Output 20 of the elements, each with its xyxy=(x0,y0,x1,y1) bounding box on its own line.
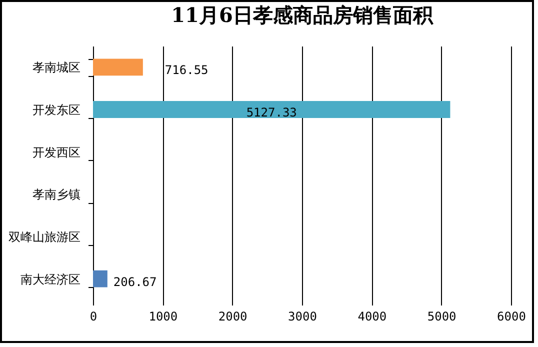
y-tick-label: 南大经济区 xyxy=(20,272,80,286)
y-tick-label: 双峰山旅游区 xyxy=(8,230,80,244)
y-tick-label: 孝南乡镇 xyxy=(32,188,80,202)
data-label: 206.67 xyxy=(113,274,157,289)
bar xyxy=(93,58,143,76)
y-tick-label: 孝南城区 xyxy=(32,60,80,75)
y-tick-label: 开发东区 xyxy=(32,103,80,117)
data-label: 716.55 xyxy=(164,63,208,78)
x-tick-label: 2000 xyxy=(218,310,248,324)
chart-title: 11月6日孝感商品房销售面积 xyxy=(171,3,434,27)
x-tick-label: 6000 xyxy=(497,310,526,324)
y-tick-label: 开发西区 xyxy=(32,145,80,160)
x-tick-label: 3000 xyxy=(288,310,317,324)
x-tick-label: 5000 xyxy=(427,310,456,324)
bar xyxy=(93,101,450,118)
x-tick-label: 0 xyxy=(90,310,98,324)
x-tick-label: 1000 xyxy=(148,310,178,324)
bar xyxy=(93,270,108,288)
x-tick-label: 4000 xyxy=(358,310,387,324)
data-label: 5127.33 xyxy=(246,106,297,120)
